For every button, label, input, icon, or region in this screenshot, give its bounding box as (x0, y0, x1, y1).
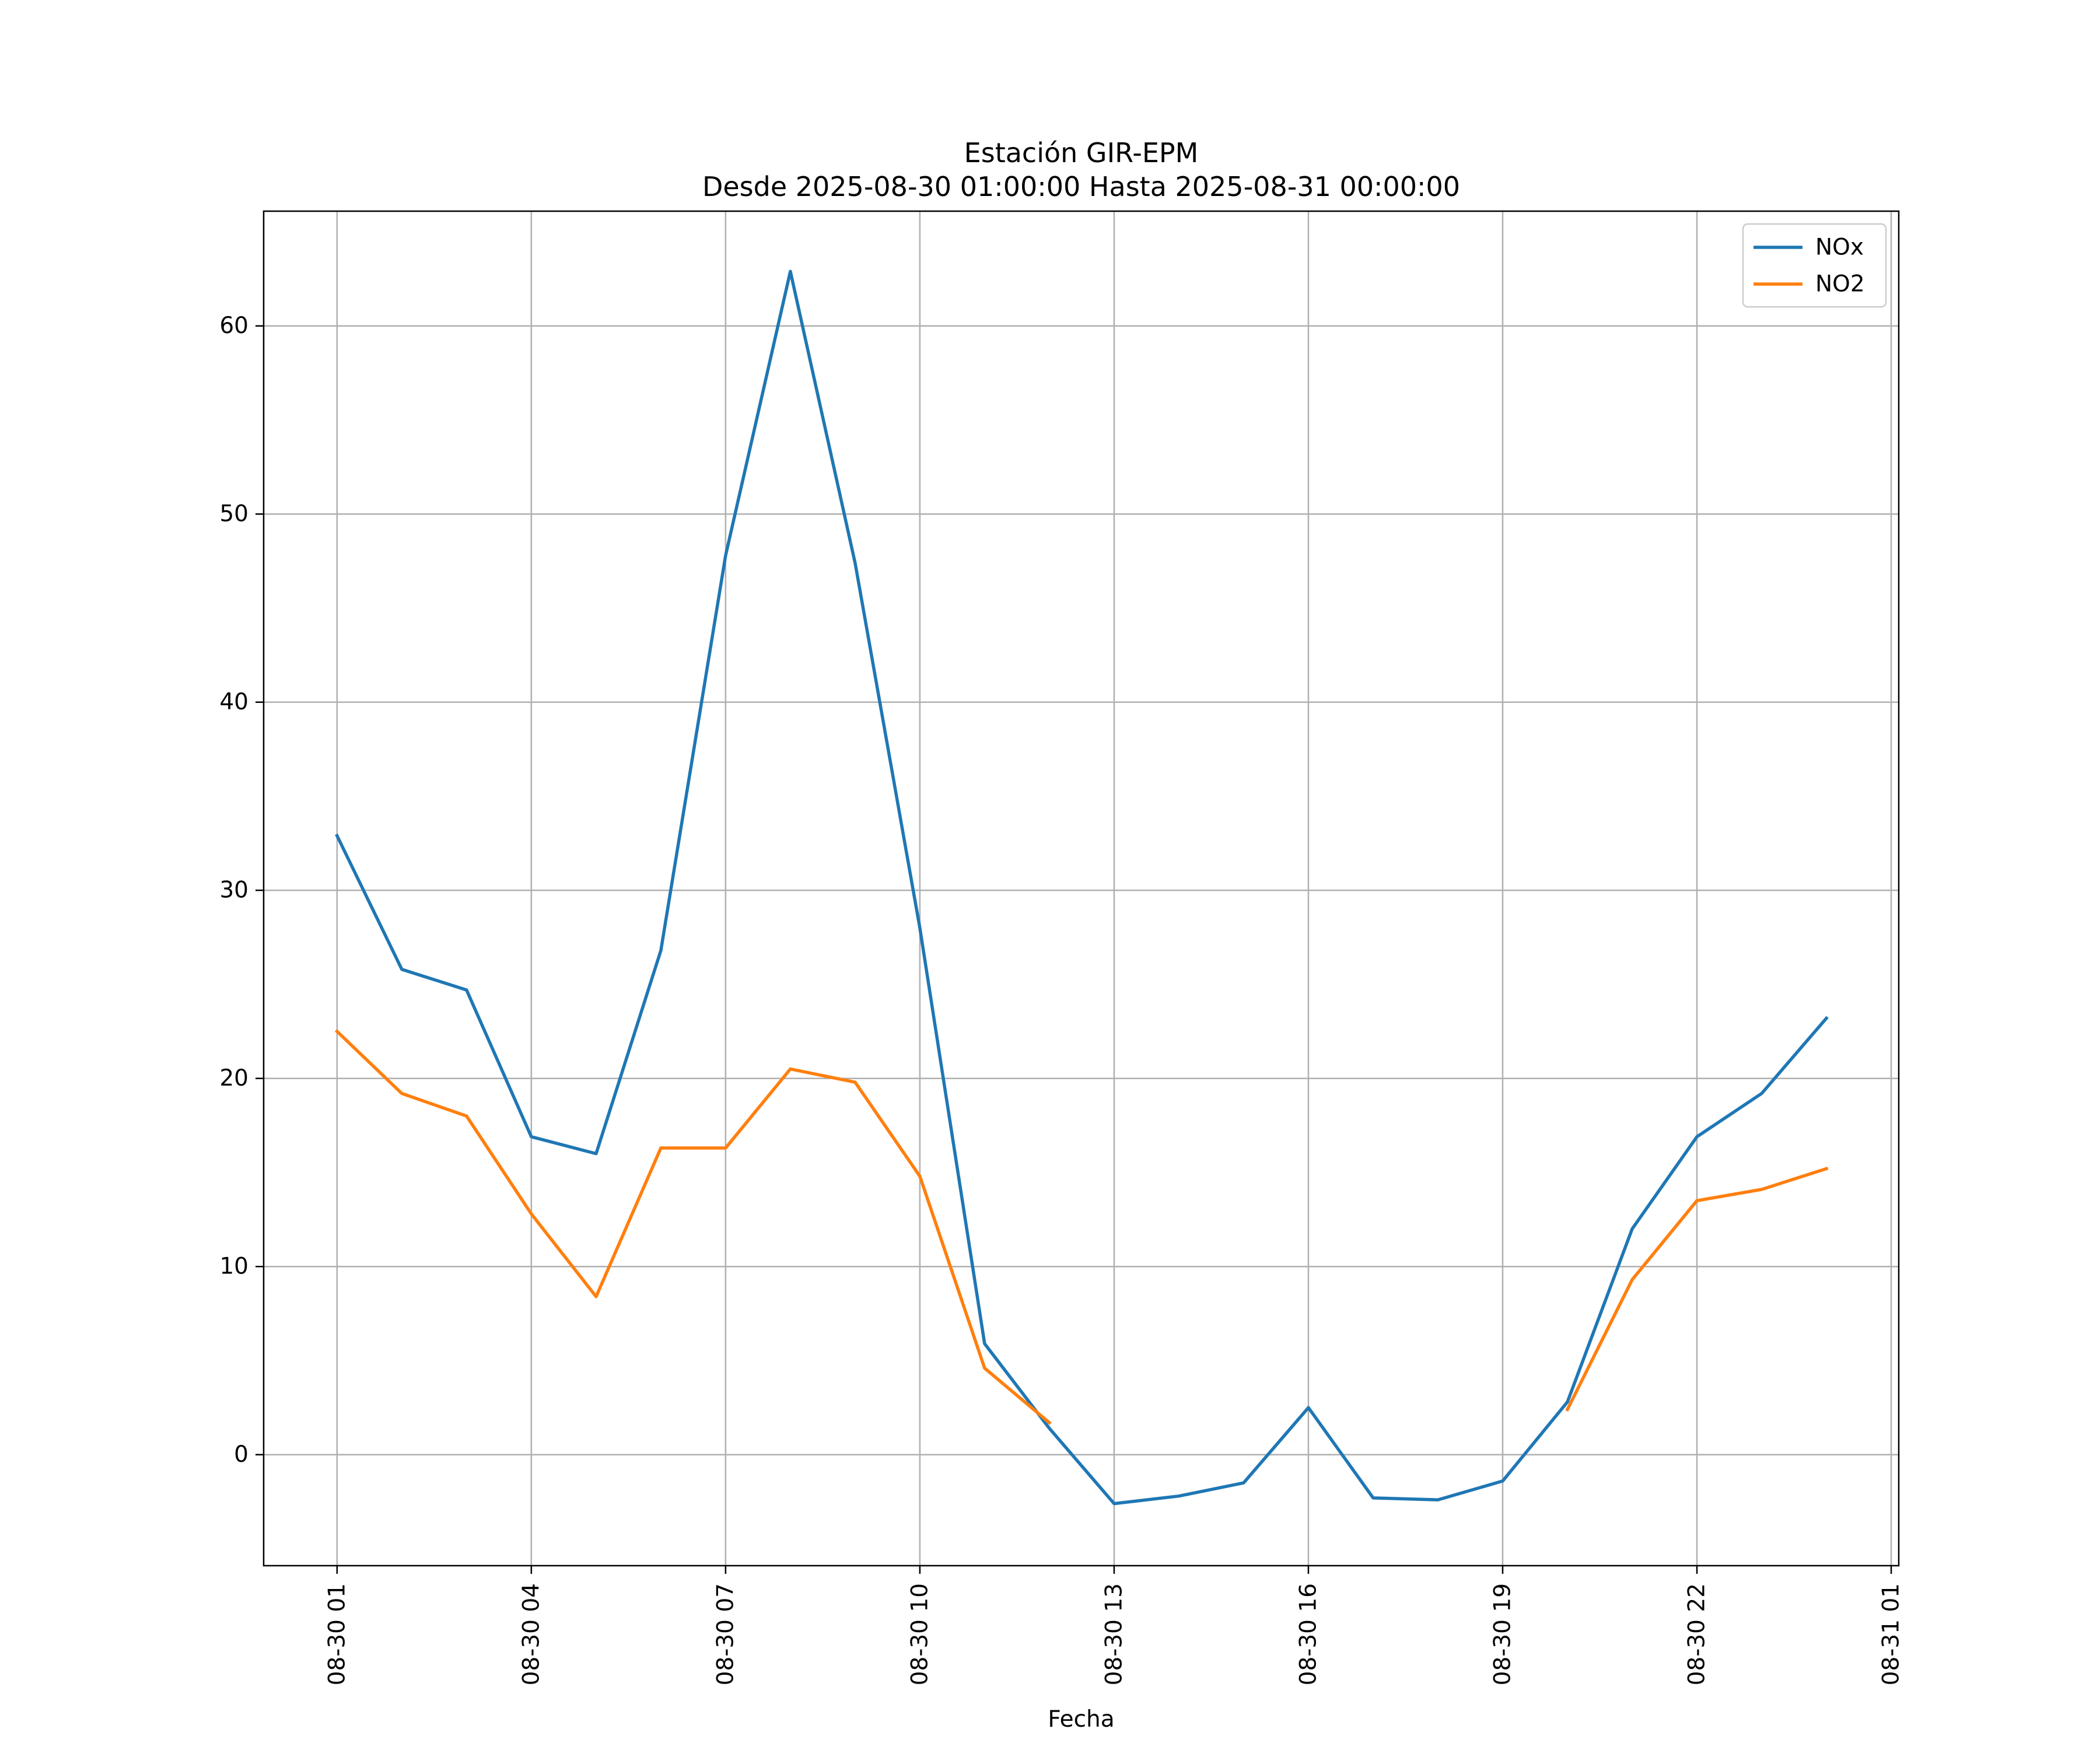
x-tick-label: 08-30 04 (518, 1583, 544, 1685)
x-tick-label: 08-30 01 (324, 1583, 350, 1685)
chart-title: Estación GIR-EPM (964, 137, 1199, 169)
series-line-nox (335, 270, 1829, 1506)
legend-box (1742, 223, 1887, 308)
legend: NOx NO2 (1742, 223, 1887, 308)
x-tick-label: 08-30 22 (1684, 1583, 1710, 1685)
y-tick-label: 20 (219, 1065, 249, 1091)
y-tick-label: 0 (234, 1441, 249, 1468)
legend-label-no2: NO2 (1815, 271, 1865, 298)
x-tick-label: 08-30 19 (1489, 1583, 1516, 1685)
x-tick-label: 08-30 13 (1101, 1583, 1127, 1685)
y-tick-label: 40 (219, 689, 249, 715)
legend-label-nox: NOx (1815, 235, 1864, 261)
x-tick-label: 08-30 10 (907, 1583, 933, 1685)
y-tick-label: 60 (219, 313, 249, 339)
series-line-no2 (334, 1029, 1829, 1425)
axis-ticks: 08-30 01 08-30 04 08-30 07 08-30 10 08-30 13… (219, 313, 1904, 1685)
y-tick-label: 30 (219, 877, 249, 904)
x-tick-label: 08-30 07 (712, 1583, 738, 1685)
grid (264, 211, 1899, 1566)
plot-frame (262, 210, 1900, 1567)
x-tick-label: 08-30 16 (1295, 1583, 1321, 1685)
x-axis-label: Fecha (1048, 1706, 1114, 1732)
y-tick-label: 10 (219, 1254, 249, 1280)
x-tick-label: 08-31 01 (1878, 1583, 1905, 1685)
y-tick-label: 50 (219, 501, 249, 527)
series-lines (334, 270, 1829, 1506)
chart-subtitle: Desde 2025-08-30 01:00:00 Hasta 2025-08-… (702, 171, 1460, 202)
